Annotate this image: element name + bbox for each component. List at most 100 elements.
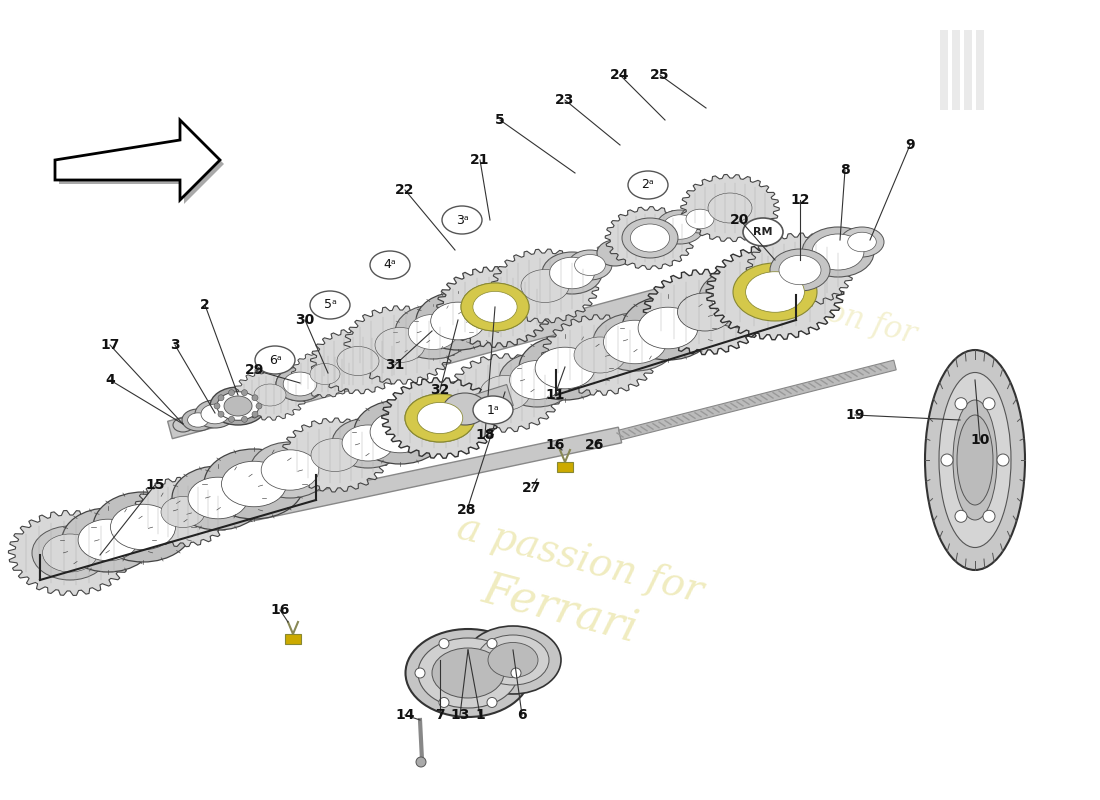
Circle shape	[997, 454, 1009, 466]
Text: 12: 12	[790, 193, 810, 207]
Polygon shape	[619, 360, 896, 440]
Text: 22: 22	[395, 183, 415, 197]
Circle shape	[487, 698, 497, 707]
Text: 5ᵃ: 5ᵃ	[323, 298, 337, 311]
Circle shape	[416, 757, 426, 767]
Ellipse shape	[521, 270, 569, 302]
Ellipse shape	[621, 218, 678, 258]
Text: 6ᵃ: 6ᵃ	[268, 354, 282, 366]
Text: 25: 25	[650, 68, 670, 82]
Ellipse shape	[568, 250, 612, 280]
Ellipse shape	[182, 409, 214, 431]
Ellipse shape	[78, 519, 138, 561]
Ellipse shape	[604, 320, 667, 364]
Ellipse shape	[939, 373, 1011, 547]
Ellipse shape	[43, 534, 98, 572]
Polygon shape	[681, 174, 779, 242]
Ellipse shape	[311, 438, 359, 471]
Ellipse shape	[416, 292, 500, 350]
Text: 21: 21	[471, 153, 490, 167]
Text: 2ᵃ: 2ᵃ	[641, 178, 654, 191]
Ellipse shape	[432, 648, 504, 698]
Text: 9: 9	[905, 138, 915, 152]
Ellipse shape	[733, 263, 817, 321]
Text: 16: 16	[546, 438, 564, 452]
Ellipse shape	[204, 449, 304, 519]
Ellipse shape	[812, 234, 864, 270]
Bar	[557, 462, 573, 472]
Ellipse shape	[354, 400, 446, 464]
Bar	[285, 634, 301, 644]
Ellipse shape	[953, 400, 997, 520]
Text: 18: 18	[475, 428, 495, 442]
Ellipse shape	[473, 396, 513, 424]
Text: 15: 15	[145, 478, 165, 492]
Bar	[952, 30, 960, 110]
Ellipse shape	[742, 218, 783, 246]
Polygon shape	[382, 378, 498, 458]
Polygon shape	[310, 328, 406, 394]
Text: 3: 3	[170, 338, 179, 352]
Text: 20: 20	[730, 213, 750, 227]
Ellipse shape	[221, 462, 286, 506]
Bar	[940, 30, 948, 110]
Ellipse shape	[406, 629, 530, 717]
Ellipse shape	[255, 346, 295, 374]
Circle shape	[940, 454, 953, 466]
Circle shape	[218, 394, 224, 401]
Ellipse shape	[712, 276, 774, 319]
Ellipse shape	[628, 171, 668, 199]
Bar	[964, 30, 972, 110]
Ellipse shape	[276, 367, 324, 401]
Ellipse shape	[94, 492, 192, 562]
Polygon shape	[167, 231, 872, 438]
Text: 4ᵃ: 4ᵃ	[384, 258, 396, 271]
Ellipse shape	[461, 283, 529, 331]
Ellipse shape	[62, 508, 154, 572]
Text: 17: 17	[100, 338, 120, 352]
Ellipse shape	[638, 307, 697, 349]
Text: a passion for: a passion for	[453, 509, 707, 611]
Ellipse shape	[957, 415, 993, 505]
Ellipse shape	[779, 255, 821, 285]
Ellipse shape	[342, 425, 394, 461]
Ellipse shape	[632, 227, 668, 253]
Circle shape	[512, 668, 521, 678]
Ellipse shape	[442, 206, 482, 234]
Polygon shape	[605, 206, 695, 270]
Polygon shape	[344, 306, 456, 384]
Ellipse shape	[621, 296, 714, 360]
Polygon shape	[59, 124, 224, 204]
Ellipse shape	[925, 350, 1025, 570]
Circle shape	[439, 638, 449, 649]
Polygon shape	[746, 233, 854, 307]
Ellipse shape	[630, 224, 670, 252]
Circle shape	[439, 698, 449, 707]
Text: 29: 29	[245, 363, 265, 377]
Ellipse shape	[469, 289, 521, 325]
Ellipse shape	[195, 400, 235, 428]
Circle shape	[218, 411, 224, 418]
Polygon shape	[724, 246, 836, 324]
Ellipse shape	[408, 314, 458, 350]
Ellipse shape	[276, 367, 324, 401]
Text: 7: 7	[436, 708, 444, 722]
Ellipse shape	[698, 268, 786, 328]
Ellipse shape	[519, 336, 610, 400]
Ellipse shape	[802, 227, 874, 277]
Ellipse shape	[574, 254, 605, 275]
Text: 28: 28	[458, 503, 476, 517]
Text: 23: 23	[556, 93, 574, 107]
Ellipse shape	[686, 210, 714, 229]
Circle shape	[252, 394, 258, 401]
Text: 32: 32	[430, 383, 450, 397]
Ellipse shape	[499, 353, 575, 407]
Text: 11: 11	[546, 388, 564, 402]
Ellipse shape	[201, 404, 229, 424]
Circle shape	[256, 403, 262, 409]
Ellipse shape	[550, 258, 594, 289]
Ellipse shape	[848, 232, 877, 252]
Ellipse shape	[473, 291, 517, 322]
Ellipse shape	[630, 224, 670, 252]
Polygon shape	[449, 354, 561, 432]
